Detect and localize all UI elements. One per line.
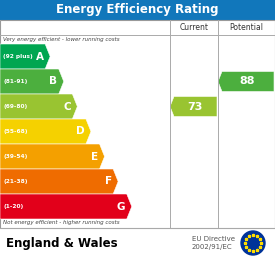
Polygon shape <box>0 119 91 144</box>
Polygon shape <box>0 94 77 119</box>
Text: 88: 88 <box>240 77 255 86</box>
Bar <box>0 20 275 228</box>
Text: (69-80): (69-80) <box>3 104 27 109</box>
Text: (39-54): (39-54) <box>3 154 28 159</box>
Text: Potential: Potential <box>230 23 263 32</box>
Text: Not energy efficient - higher running costs: Not energy efficient - higher running co… <box>3 220 120 225</box>
Text: F: F <box>104 176 112 187</box>
Text: A: A <box>36 52 44 61</box>
Text: (55-68): (55-68) <box>3 129 28 134</box>
Text: Current: Current <box>180 23 208 32</box>
Text: (21-38): (21-38) <box>3 179 28 184</box>
Bar <box>0 0 275 20</box>
Text: B: B <box>49 77 57 86</box>
Text: EU Directive
2002/91/EC: EU Directive 2002/91/EC <box>192 236 235 250</box>
Text: Energy Efficiency Rating: Energy Efficiency Rating <box>56 4 219 17</box>
Text: 73: 73 <box>187 101 203 111</box>
Text: (92 plus): (92 plus) <box>3 54 33 59</box>
Text: (1-20): (1-20) <box>3 204 23 209</box>
Text: D: D <box>76 126 84 136</box>
Polygon shape <box>0 44 50 69</box>
Text: G: G <box>117 201 125 212</box>
Text: (81-91): (81-91) <box>3 79 28 84</box>
Polygon shape <box>0 144 104 169</box>
Text: C: C <box>63 101 71 111</box>
Text: England & Wales: England & Wales <box>6 237 118 249</box>
Polygon shape <box>0 169 118 194</box>
Text: Very energy efficient - lower running costs: Very energy efficient - lower running co… <box>3 36 120 42</box>
Circle shape <box>241 231 265 255</box>
Text: E: E <box>91 151 98 162</box>
Polygon shape <box>0 194 132 219</box>
Polygon shape <box>0 69 64 94</box>
Polygon shape <box>170 96 217 117</box>
Polygon shape <box>218 71 274 92</box>
